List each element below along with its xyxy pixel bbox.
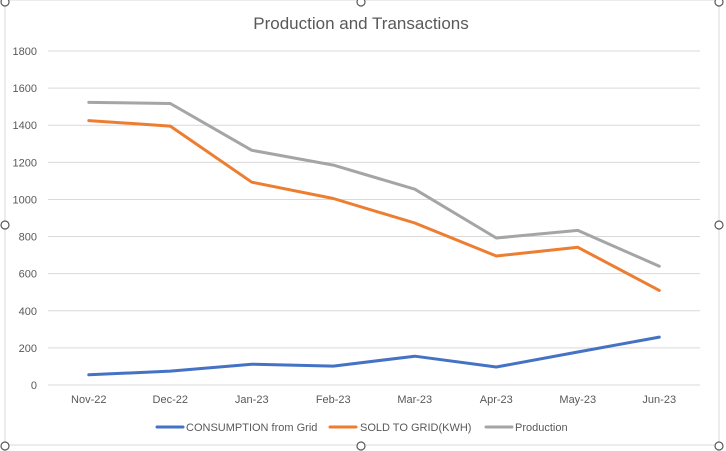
data-point[interactable] [658,335,661,339]
data-point[interactable] [495,254,498,258]
data-point[interactable] [658,289,661,292]
legend-label[interactable]: CONSUMPTION from Grid [186,422,317,434]
data-point[interactable] [413,188,416,191]
x-tick-label: Mar-23 [397,394,432,406]
resize-handle-top-right[interactable] [714,0,724,7]
y-tick-label: 400 [19,306,37,318]
resize-handle-bottom-middle[interactable] [356,441,366,451]
data-point[interactable] [169,369,172,373]
resize-handle-top-middle[interactable] [356,0,366,7]
data-point[interactable] [576,246,579,249]
series-line-1[interactable] [87,119,661,292]
resize-handle-bottom-left[interactable] [0,441,10,451]
data-point[interactable] [495,365,498,369]
legend-label[interactable]: SOLD TO GRID(KWH) [360,422,471,434]
chart-title: Production and Transactions [253,14,468,33]
data-point[interactable] [250,363,253,366]
x-tick-label: Apr-23 [480,394,513,406]
resize-handle-top-left[interactable] [0,0,10,7]
data-point[interactable] [87,101,90,104]
data-point[interactable] [250,180,253,184]
data-point[interactable] [495,236,498,240]
data-point[interactable] [576,350,579,354]
y-tick-label: 1400 [13,120,37,132]
y-tick-label: 0 [31,380,37,392]
chart-frame [4,0,720,446]
y-tick-label: 200 [19,343,37,355]
x-tick-label: Jun-23 [642,394,676,406]
data-point[interactable] [413,355,416,358]
y-tick-label: 1800 [13,46,37,58]
resize-handle-bottom-right[interactable] [714,441,724,451]
y-tick-label: 600 [19,269,37,281]
x-tick-label: Dec-22 [153,394,188,406]
resize-handle-middle-right[interactable] [714,220,724,230]
x-tick-label: May-23 [559,394,596,406]
series-lines[interactable] [87,100,661,377]
x-tick-label: Nov-22 [71,394,106,406]
y-tick-label: 1200 [13,157,37,169]
legend-label[interactable]: Production [515,422,568,434]
data-point[interactable] [332,197,335,200]
series-line-0[interactable] [87,335,661,377]
data-point[interactable] [169,124,172,128]
data-point[interactable] [169,102,172,105]
y-tick-label: 1000 [13,194,37,206]
data-point[interactable] [658,265,661,268]
resize-handle-middle-left[interactable] [0,220,10,230]
data-point[interactable] [332,163,335,167]
y-tick-label: 1600 [13,83,37,95]
data-point[interactable] [87,119,90,122]
legend[interactable]: CONSUMPTION from Grid SOLD TO GRID(KWH) Pr… [155,422,568,434]
x-tick-label: Jan-23 [235,394,269,406]
data-point[interactable] [250,149,253,152]
series-line-2[interactable] [87,100,661,268]
y-axis-tick-labels: 0 200 400 600 800 1000 1200 1400 1600 1800 [13,46,37,392]
x-tick-label: Feb-23 [316,394,351,406]
x-axis-tick-labels: Nov-22 Dec-22 Jan-23 Feb-23 Mar-23 Apr-23 May-… [71,394,676,406]
data-point[interactable] [87,373,90,376]
data-point[interactable] [413,221,416,225]
y-tick-label: 800 [19,232,37,244]
data-point[interactable] [576,229,579,232]
data-point[interactable] [332,364,335,368]
